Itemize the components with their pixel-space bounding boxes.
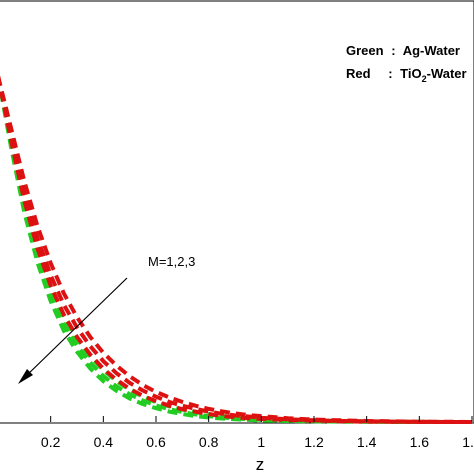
legend-key-red: Red: [346, 66, 371, 81]
series-line-5: [0, 75, 472, 424]
x-axis: 0.2 0.4 0.6 0.8 1 1.2 1.4 1.6 1.8: [41, 416, 474, 450]
x-tick-label: 0.8: [199, 434, 219, 450]
x-tick-label: 0.6: [146, 434, 166, 450]
x-tick-label: 1.8: [462, 434, 474, 450]
legend-sep-green: :: [391, 43, 395, 58]
series-line-6: [0, 75, 472, 424]
plot-frame: [0, 0, 474, 424]
series-layer: [0, 75, 473, 424]
m-annotation-arrowhead: [18, 369, 33, 384]
legend-entry-red: Red : TiO2-Water: [346, 66, 467, 84]
m-annotation-label: M=1,2,3: [148, 254, 195, 269]
legend-key-green: Green: [346, 43, 384, 58]
series-line-3: [0, 75, 472, 424]
m-annotation: M=1,2,3: [18, 254, 195, 384]
series-line-1: [0, 75, 472, 424]
x-tick-label: 1.6: [410, 434, 430, 450]
x-tick-label: 1.2: [304, 434, 324, 450]
series-line-2: [0, 75, 472, 424]
x-tick-label: 1: [257, 434, 265, 450]
legend-value-green: Ag-Water: [403, 43, 460, 58]
x-tick-label: 1.4: [357, 434, 377, 450]
plot-area: [0, 0, 474, 424]
legend-sep-red: :: [388, 66, 392, 81]
series-line-4: [0, 75, 473, 424]
m-annotation-arrow: [23, 277, 128, 379]
legend-entry-green: Green : Ag-Water: [346, 43, 460, 58]
x-tick-label: 0.4: [94, 434, 114, 450]
legend-value-red: TiO2-Water: [400, 66, 466, 84]
legend: Green : Ag-Water Red : TiO2-Water: [346, 43, 467, 84]
x-axis-label: z: [256, 455, 265, 474]
x-tick-label: 0.2: [41, 434, 61, 450]
